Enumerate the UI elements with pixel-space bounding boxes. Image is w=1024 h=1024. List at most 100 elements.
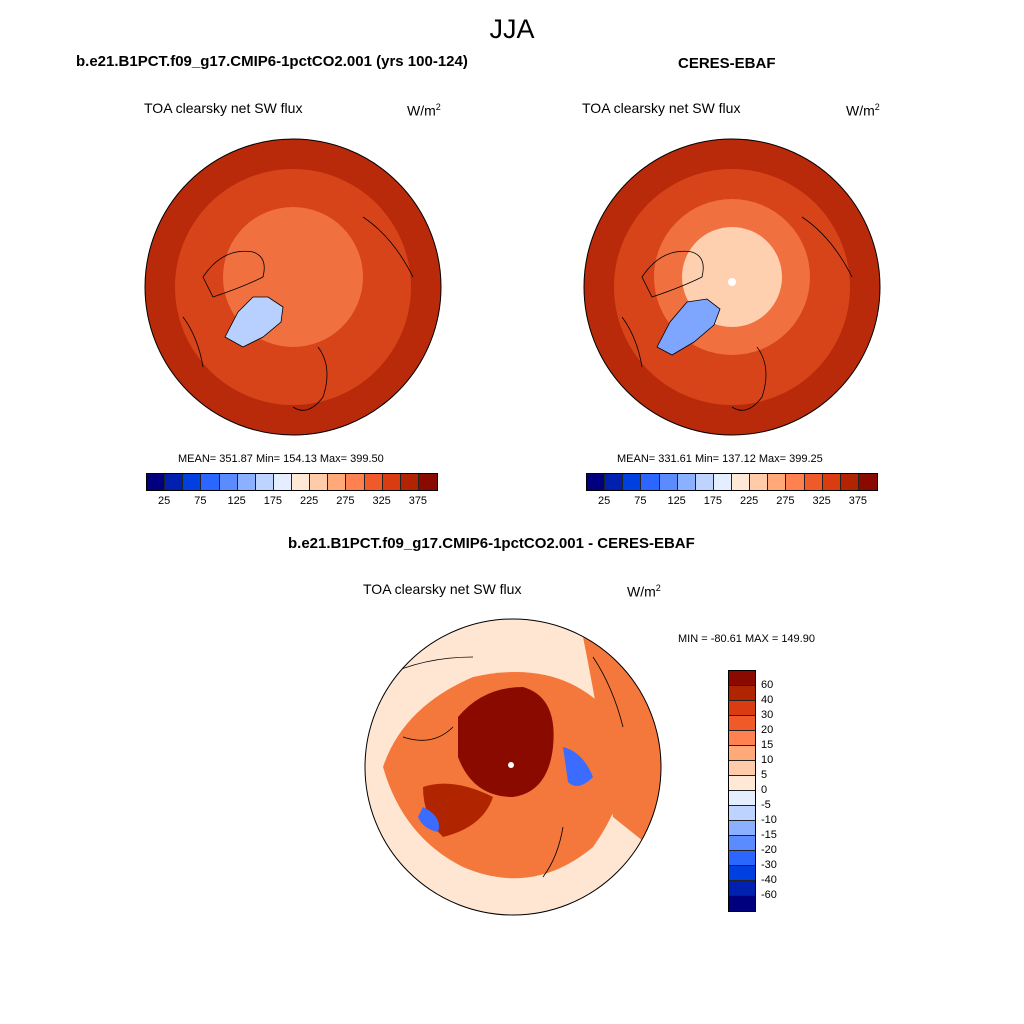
colorbar-tick-label: 75 [634,495,647,507]
colorbar-swatch [729,731,755,746]
colorbar-tick-label: 375 [848,495,868,507]
model-colorbar [146,473,438,491]
colorbar-swatch [183,474,202,490]
obs-panel-title: CERES-EBAF [678,55,776,72]
colorbar-swatch [605,474,624,490]
colorbar-swatch [400,474,419,490]
obs-colorbar [586,473,878,491]
colorbar-tick-label: 275 [776,495,795,507]
colorbar-swatch [695,474,714,490]
colorbar-swatch [219,474,238,490]
colorbar-tick-label: 125 [667,495,686,507]
colorbar-tick-label: 225 [299,495,319,507]
colorbar-swatch [623,474,642,490]
diff-stats: MIN = -80.61 MAX = 149.90 [678,633,815,645]
colorbar-tick-label: 175 [263,495,283,507]
obs-stats: MEAN= 331.61 Min= 137.12 Max= 399.25 [617,453,823,465]
colorbar-swatch [255,474,274,490]
colorbar-tick-label: 375 [408,495,428,507]
land-outline [382,656,624,878]
colorbar-swatch [201,474,220,490]
colorbar-tick-label: -10 [761,814,777,826]
colorbar-tick-label: 275 [336,495,355,507]
colorbar-swatch [713,474,732,490]
obs-units-label: W/m2 [846,102,880,119]
colorbar-tick-label: 20 [761,724,774,736]
colorbar-swatch [328,474,347,490]
colorbar-swatch [364,474,383,490]
colorbar-swatch [729,701,755,716]
model-units-label: W/m2 [407,102,441,119]
colorbar-swatch [822,474,841,490]
diff-cold-region [418,747,593,832]
colorbar-tick-label: -60 [761,889,777,901]
colorbar-swatch [729,671,755,686]
colorbar-swatch [729,806,755,821]
colorbar-tick-label: 325 [812,495,831,507]
greenland-ice [224,296,284,348]
colorbar-tick-label: 25 [598,495,611,507]
colorbar-swatch [641,474,660,490]
model-variable-label: TOA clearsky net SW flux [144,100,303,116]
colorbar-tick-label: 30 [761,709,774,721]
colorbar-tick-label: -15 [761,829,777,841]
colorbar-tick-label: 40 [761,694,774,706]
colorbar-tick-label: 10 [761,754,774,766]
colorbar-swatch [768,474,787,490]
model-panel-title: b.e21.B1PCT.f09_g17.CMIP6-1pctCO2.001 (y… [76,53,468,70]
colorbar-tick-label: 75 [194,495,207,507]
colorbar-swatch [165,474,184,490]
colorbar-swatch [729,761,755,776]
colorbar-tick-label: 175 [703,495,723,507]
colorbar-tick-label: -20 [761,844,777,856]
colorbar-tick-label: 15 [761,739,774,751]
obs-polar-map [583,138,881,436]
diff-polar-map [364,618,662,916]
diff-units-label: W/m2 [627,583,661,600]
colorbar-tick-label: 325 [372,495,391,507]
colorbar-swatch [804,474,823,490]
colorbar-swatch [729,716,755,731]
colorbar-swatch [786,474,805,490]
colorbar-swatch [729,776,755,791]
colorbar-tick-label: 0 [761,784,768,796]
colorbar-swatch [237,474,256,490]
greenland-ice [656,298,721,356]
colorbar-swatch [729,896,755,911]
diff-hot-core [458,687,554,797]
figure-title: JJA [489,14,535,44]
colorbar-swatch [858,474,877,490]
colorbar-tick-label: 60 [761,679,774,691]
colorbar-tick-label: -40 [761,874,777,886]
colorbar-swatch [729,881,755,896]
colorbar-swatch [418,474,437,490]
obs-variable-label: TOA clearsky net SW flux [582,100,741,116]
colorbar-swatch [273,474,292,490]
land-outline [182,216,414,411]
colorbar-tick-label: -5 [761,799,771,811]
model-polar-map [144,138,442,436]
diff-colorbar [728,670,756,912]
colorbar-swatch [310,474,329,490]
diff-panel-title: b.e21.B1PCT.f09_g17.CMIP6-1pctCO2.001 - … [288,535,695,552]
colorbar-swatch [292,474,311,490]
colorbar-swatch [729,851,755,866]
colorbar-swatch [729,746,755,761]
colorbar-swatch [382,474,401,490]
colorbar-swatch [729,791,755,806]
colorbar-swatch [750,474,769,490]
colorbar-swatch [840,474,859,490]
colorbar-swatch [677,474,696,490]
model-stats: MEAN= 351.87 Min= 154.13 Max= 399.50 [178,453,384,465]
colorbar-swatch [732,474,751,490]
colorbar-swatch [587,474,606,490]
colorbar-swatch [346,474,365,490]
colorbar-tick-label: 125 [227,495,246,507]
colorbar-tick-label: 225 [739,495,759,507]
colorbar-swatch [729,821,755,836]
colorbar-swatch [659,474,678,490]
diff-variable-label: TOA clearsky net SW flux [363,581,522,597]
colorbar-swatch [729,836,755,851]
colorbar-swatch [147,474,166,490]
colorbar-swatch [729,866,755,881]
